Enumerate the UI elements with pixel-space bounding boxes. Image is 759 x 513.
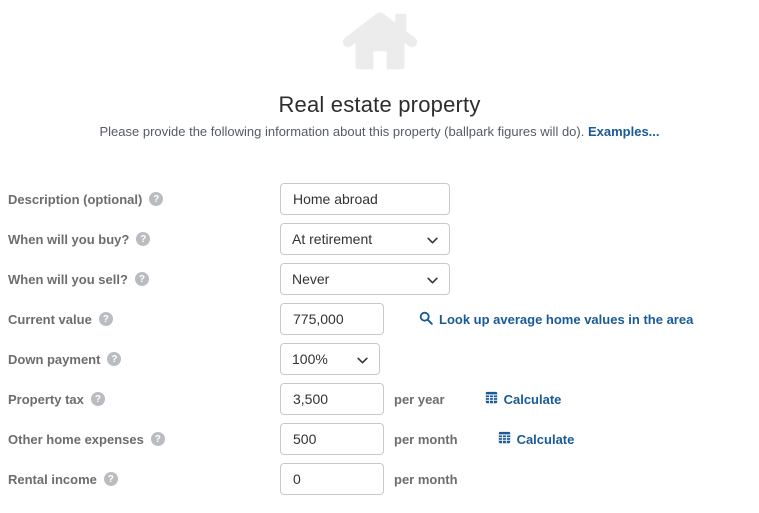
description-label-group: Description (optional) ?: [8, 192, 280, 207]
help-icon[interactable]: ?: [107, 352, 122, 366]
help-icon[interactable]: ?: [90, 392, 105, 406]
property-tax-calculate-link[interactable]: Calculate: [485, 391, 562, 407]
row-rental-income: Rental income ? per month: [8, 463, 759, 495]
other-expenses-calculate-link[interactable]: Calculate: [498, 431, 575, 447]
rental-income-label: Rental income: [8, 471, 97, 487]
rental-income-input[interactable]: [280, 463, 384, 495]
home-icon: [342, 10, 418, 74]
help-icon[interactable]: ?: [134, 272, 149, 286]
help-icon[interactable]: ?: [103, 472, 118, 486]
other-expenses-calculate-text: Calculate: [516, 431, 575, 447]
help-icon[interactable]: ?: [149, 192, 164, 206]
examples-link[interactable]: Examples...: [587, 124, 660, 139]
other-expenses-label-group: Other home expenses ?: [8, 432, 280, 447]
property-tax-unit: per year: [394, 391, 445, 407]
row-description: Description (optional) ?: [8, 183, 759, 215]
down-payment-select[interactable]: 100%: [280, 343, 380, 375]
when-buy-label: When will you buy?: [8, 231, 130, 247]
page-title: Real estate property: [278, 92, 481, 117]
calculator-icon: [498, 431, 511, 447]
help-icon[interactable]: ?: [136, 232, 151, 246]
chevron-down-icon: [427, 231, 438, 247]
when-sell-label: When will you sell?: [8, 271, 128, 287]
when-buy-select[interactable]: At retirement: [280, 223, 450, 255]
when-buy-label-group: When will you buy? ?: [8, 232, 280, 247]
when-sell-selected-value: Never: [292, 271, 330, 287]
current-value-input[interactable]: [280, 303, 384, 335]
help-icon[interactable]: ?: [150, 432, 165, 446]
description-label: Description (optional): [8, 191, 143, 207]
when-buy-selected-value: At retirement: [292, 231, 373, 247]
subtitle-text: Please provide the following information…: [99, 124, 585, 139]
down-payment-selected-value: 100%: [292, 351, 328, 367]
when-sell-label-group: When will you sell? ?: [8, 272, 280, 287]
row-property-tax: Property tax ? per year Calculate: [8, 383, 759, 415]
down-payment-label: Down payment: [8, 351, 101, 367]
description-input[interactable]: [280, 183, 450, 215]
other-expenses-input[interactable]: [280, 423, 384, 455]
chevron-down-icon: [427, 271, 438, 287]
down-payment-label-group: Down payment ?: [8, 352, 280, 367]
lookup-home-values-link[interactable]: Look up average home values in the area: [419, 311, 693, 328]
page-subtitle: Please provide the following information…: [0, 124, 759, 139]
other-expenses-unit: per month: [394, 431, 458, 447]
lookup-link-text: Look up average home values in the area: [439, 311, 694, 327]
property-tax-calculate-text: Calculate: [503, 391, 562, 407]
rental-income-unit: per month: [394, 471, 458, 487]
property-tax-input[interactable]: [280, 383, 384, 415]
when-sell-select[interactable]: Never: [280, 263, 450, 295]
row-when-sell: When will you sell? ? Never: [8, 263, 759, 295]
property-tax-label-group: Property tax ?: [8, 392, 280, 407]
page-header: Real estate property Please provide the …: [0, 0, 759, 139]
rental-income-label-group: Rental income ?: [8, 472, 280, 487]
current-value-label-group: Current value ?: [8, 312, 280, 327]
property-tax-label: Property tax: [8, 391, 84, 407]
search-icon: [419, 311, 433, 328]
help-icon[interactable]: ?: [98, 312, 113, 326]
chevron-down-icon: [357, 351, 368, 367]
row-other-expenses: Other home expenses ? per month Calculat…: [8, 423, 759, 455]
current-value-label: Current value: [8, 311, 92, 327]
calculator-icon: [485, 391, 498, 407]
row-down-payment: Down payment ? 100%: [8, 343, 759, 375]
real-estate-form: Description (optional) ? When will you b…: [0, 183, 759, 495]
row-when-buy: When will you buy? ? At retirement: [8, 223, 759, 255]
row-current-value: Current value ? Look up average home val…: [8, 303, 759, 335]
other-expenses-label: Other home expenses: [8, 431, 144, 447]
